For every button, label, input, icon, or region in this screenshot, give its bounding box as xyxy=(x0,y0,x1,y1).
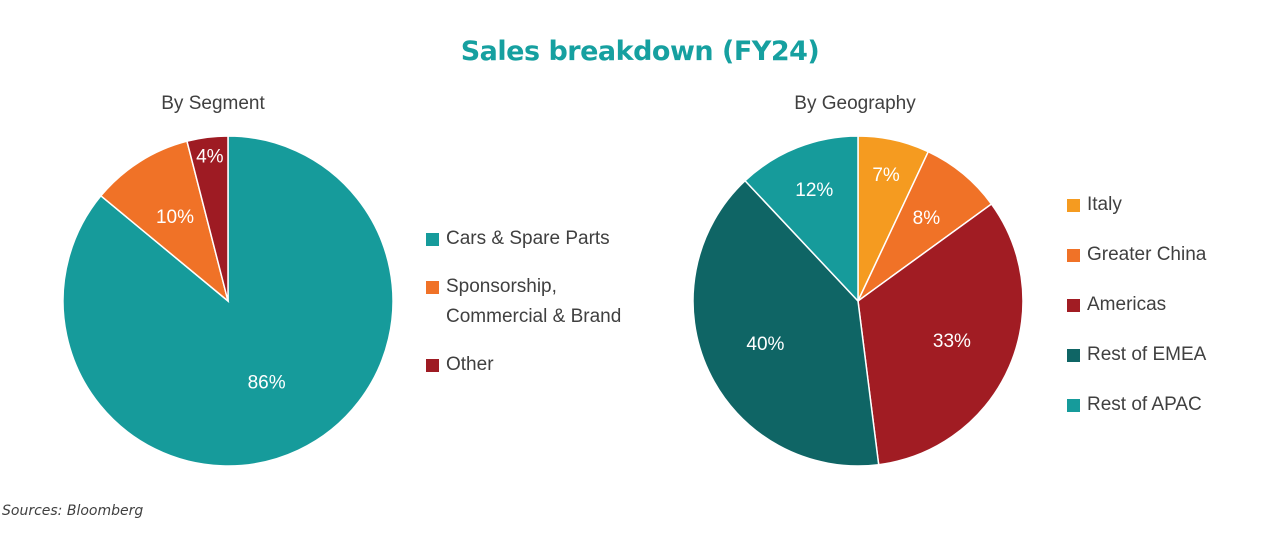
geography-legend-item-italy: Italy xyxy=(1067,190,1206,220)
legend-label: Americas xyxy=(1087,294,1167,315)
segment-legend-item-sponsorship-commercial-brand: Sponsorship, Commercial & Brand xyxy=(426,272,621,332)
geography-pie: 7% 8% 33% 40% 12% xyxy=(692,135,1024,467)
segment-chart-subtitle: By Segment xyxy=(161,93,265,114)
geography-slice-rest-of-apac xyxy=(743,135,859,303)
legend-label: Sponsorship, xyxy=(446,276,557,297)
geography-label-italy: 7% xyxy=(872,165,900,186)
geography-legend-item-rest-of-emea: Rest of EMEA xyxy=(1067,340,1206,370)
segment-label-sponsorship-commercial-brand: 10% xyxy=(156,207,194,228)
legend-label: Other xyxy=(446,354,494,375)
segment-legend-item-other: Other xyxy=(426,350,621,380)
legend-swatch xyxy=(426,233,439,246)
geography-label-americas: 33% xyxy=(933,331,971,352)
legend-label: Rest of EMEA xyxy=(1087,344,1207,365)
segment-legend: Cars & Spare Parts Sponsorship, Commercial… xyxy=(426,224,621,398)
source-note: Sources: Bloomberg xyxy=(2,503,144,519)
legend-label: Italy xyxy=(1087,194,1122,215)
geography-legend-item-rest-of-apac: Rest of APAC xyxy=(1067,390,1206,420)
legend-swatch xyxy=(1067,349,1080,362)
geography-label-greater-china: 8% xyxy=(913,208,941,229)
geography-pie-chart: By Geography 7% 8% 33% 40% 12% Italy Greater … xyxy=(640,80,1280,500)
legend-label: Rest of APAC xyxy=(1087,394,1202,415)
segment-pie-chart: By Segment 86% 10% 4% Cars & Spare Parts Sp… xyxy=(0,80,640,500)
chart-title: Sales breakdown (FY24) xyxy=(460,36,820,67)
legend-swatch xyxy=(426,281,439,294)
geography-legend-item-greater-china: Greater China xyxy=(1067,240,1206,270)
legend-swatch xyxy=(426,359,439,372)
geography-label-rest-of-emea: 40% xyxy=(746,334,784,355)
segment-legend-item-cars-spare-parts: Cars & Spare Parts xyxy=(426,224,621,254)
legend-label: Commercial & Brand xyxy=(446,306,622,327)
legend-swatch xyxy=(1067,199,1080,212)
legend-label: Cars & Spare Parts xyxy=(446,228,610,249)
geography-chart-subtitle: By Geography xyxy=(794,93,916,114)
segment-label-other: 4% xyxy=(196,146,224,167)
geography-legend: Italy Greater China Americas Rest of EMEA Re… xyxy=(1067,190,1206,440)
legend-swatch xyxy=(1067,299,1080,312)
geography-slice-americas xyxy=(857,202,1024,466)
segment-slice-other xyxy=(186,135,229,302)
legend-swatch xyxy=(1067,399,1080,412)
legend-label: Greater China xyxy=(1087,244,1207,265)
segment-pie: 86% 10% 4% xyxy=(62,135,394,467)
geography-slice-rest-of-emea xyxy=(692,179,880,467)
geography-legend-item-americas: Americas xyxy=(1067,290,1206,320)
geography-label-rest-of-apac: 12% xyxy=(795,180,833,201)
legend-swatch xyxy=(1067,249,1080,262)
segment-label-cars-spare-parts: 86% xyxy=(248,373,286,394)
segment-slice-sponsorship-commercial-brand xyxy=(99,140,230,304)
